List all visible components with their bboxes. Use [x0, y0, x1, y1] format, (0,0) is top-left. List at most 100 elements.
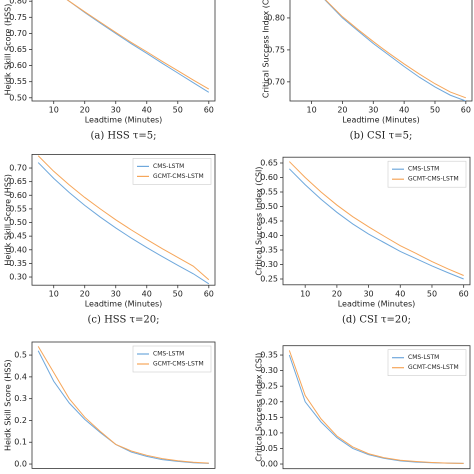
series-line	[37, 346, 209, 464]
x-tick-label: 20	[332, 289, 342, 298]
y-tick-label: 0.15	[260, 413, 278, 422]
x-axis-label: Leadtime (Minutes)	[338, 299, 416, 308]
plot-area	[324, 0, 467, 101]
y-tick-label: 0.40	[260, 231, 278, 240]
y-axis-label: Heidk Skill Score (HSS)	[4, 359, 13, 451]
series-line	[324, 0, 467, 99]
y-tick-label: 0.80	[9, 0, 27, 6]
legend-label: CMS-LSTM	[153, 163, 184, 170]
y-tick-label: 0.60	[260, 173, 278, 182]
y-tick-label: 0.5	[14, 351, 27, 360]
x-tick-label: 30	[368, 106, 378, 115]
x-axis-label: Leadtime (Minutes)	[85, 116, 163, 125]
y-axis-label: Heidk Skill Score (HSS)	[4, 4, 13, 96]
plot-area	[37, 346, 209, 464]
x-tick-label: 40	[399, 106, 409, 115]
x-tick-label: 60	[459, 289, 469, 298]
y-tick-label: 0.55	[9, 204, 27, 213]
series-line	[37, 162, 210, 285]
legend-label: GCMT-CMS-LSTM	[153, 173, 204, 180]
caption: (c) HSS τ=20;	[87, 315, 159, 326]
caption: (d) CSI τ=20;	[342, 314, 411, 325]
x-tick-label: 50	[173, 106, 183, 115]
series-line	[37, 155, 210, 281]
x-tick-label: 40	[142, 106, 152, 115]
y-tick-label: 0.50	[9, 93, 27, 102]
y-tick-label: 0.55	[260, 188, 278, 197]
y-tick-label: 0.70	[9, 29, 27, 38]
legend-box	[132, 345, 212, 373]
y-tick-label: 0.65	[9, 45, 27, 54]
y-axis-label: Heidk Skill Score (HSS)	[4, 174, 13, 266]
plot-area	[288, 350, 464, 464]
y-tick-label: 0.10	[260, 428, 278, 437]
legend-label: GCMT-CMS-LSTM	[408, 364, 459, 371]
plot-area	[288, 161, 464, 280]
y-axis-label: Critical Success Index (CSI)	[255, 353, 264, 462]
y-tick-label: 0.45	[9, 232, 27, 241]
plot-frame	[31, 341, 216, 469]
x-tick-label: 10	[49, 106, 59, 115]
series-line	[324, 0, 467, 101]
series-line	[66, 0, 210, 93]
series-line	[37, 350, 209, 464]
x-tick-label: 30	[111, 290, 121, 299]
x-tick-label: 60	[204, 106, 214, 115]
series-line	[66, 0, 210, 90]
y-tick-label: 0.30	[9, 273, 27, 282]
series-line	[288, 168, 464, 280]
legend-label: CMS-LSTM	[408, 354, 439, 361]
y-axis-label: Critical Success Index (CSI)	[262, 0, 271, 98]
y-tick-label: 0.0	[14, 460, 27, 469]
y-tick-label: 0.80	[267, 13, 285, 22]
legend-label: CMS-LSTM	[153, 351, 184, 358]
x-tick-label: 10	[49, 290, 59, 299]
x-tick-label: 50	[173, 290, 183, 299]
legend-box	[132, 158, 212, 185]
plot-frame	[282, 345, 471, 470]
series-line	[288, 350, 464, 464]
y-tick-label: 0.35	[260, 351, 278, 360]
caption: (b) CSI τ=5;	[350, 131, 413, 142]
y-tick-label: 0.45	[260, 217, 278, 226]
plot-frame	[289, 0, 473, 102]
x-tick-label: 20	[80, 290, 90, 299]
y-tick-label: 0.35	[260, 246, 278, 255]
plot-frame	[31, 0, 216, 102]
legend-label: GCMT-CMS-LSTM	[153, 361, 204, 368]
y-tick-label: 0.70	[267, 77, 285, 86]
y-tick-label: 0.75	[9, 13, 27, 22]
y-tick-label: 0.30	[260, 260, 278, 269]
x-tick-label: 50	[430, 106, 440, 115]
y-tick-label: 0.50	[9, 218, 27, 227]
y-tick-label: 0.35	[9, 259, 27, 268]
y-tick-label: 0.1	[14, 438, 27, 447]
x-tick-label: 60	[461, 106, 471, 115]
y-tick-label: 0.50	[260, 202, 278, 211]
plot-area	[66, 0, 210, 93]
y-tick-label: 0.00	[260, 460, 278, 469]
y-tick-label: 0.55	[9, 77, 27, 86]
caption: (a) HSS τ=5;	[90, 131, 156, 142]
y-tick-label: 0.60	[9, 191, 27, 200]
y-tick-label: 0.65	[260, 159, 278, 168]
series-line	[288, 161, 464, 276]
x-tick-label: 30	[363, 289, 373, 298]
x-tick-label: 30	[111, 106, 121, 115]
y-tick-label: 0.25	[260, 382, 278, 391]
legend-box	[387, 160, 467, 188]
y-tick-label: 0.3	[14, 394, 27, 403]
x-tick-label: 10	[300, 289, 310, 298]
y-tick-label: 0.70	[9, 164, 27, 173]
y-tick-label: 0.30	[260, 366, 278, 375]
y-tick-label: 0.05	[260, 444, 278, 453]
legend-label: GCMT-CMS-LSTM	[408, 176, 459, 183]
x-tick-label: 40	[142, 290, 152, 299]
legend-box	[387, 349, 467, 377]
y-tick-label: 0.20	[260, 397, 278, 406]
plot-frame	[31, 153, 216, 286]
y-tick-label: 0.75	[267, 45, 285, 54]
x-axis-label: Leadtime (Minutes)	[342, 116, 420, 125]
x-tick-label: 50	[427, 289, 437, 298]
